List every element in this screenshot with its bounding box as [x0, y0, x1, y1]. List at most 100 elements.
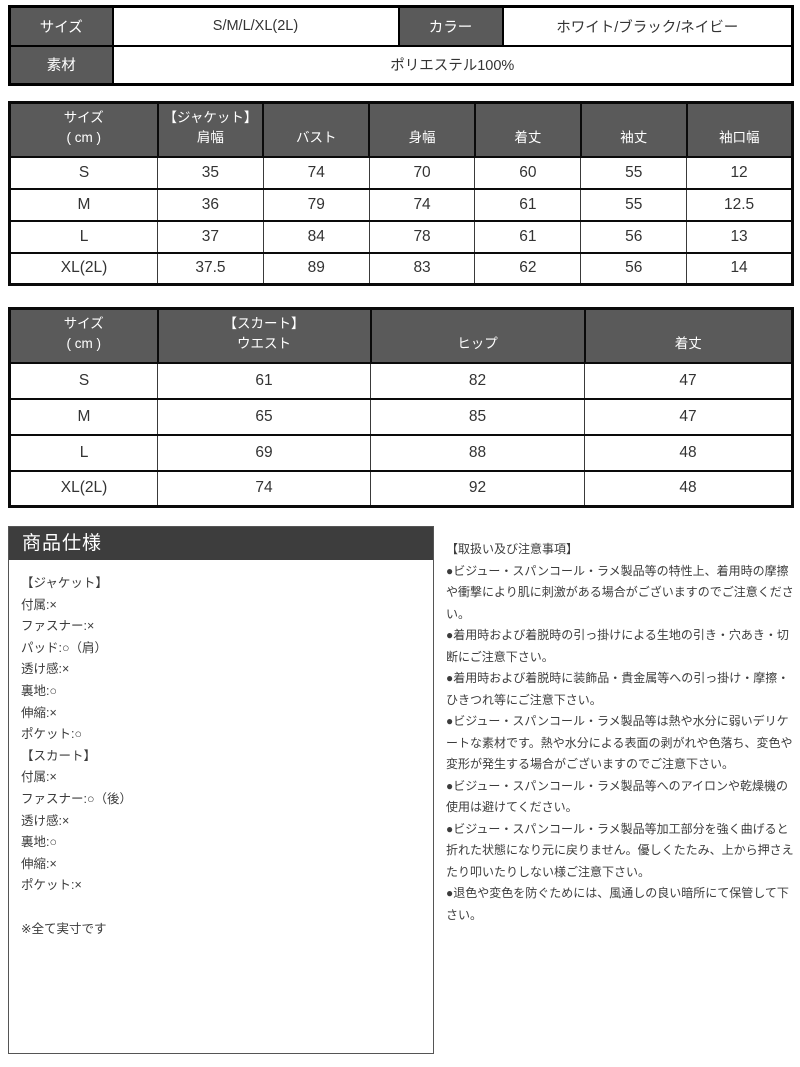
color-label: カラー [397, 5, 504, 47]
cell: 56 [580, 251, 688, 285]
cell: 74 [368, 187, 476, 221]
care-note-item: ●退色や変色を防ぐためには、風通しの良い暗所にて保管して下さい。 [446, 886, 789, 922]
table-row: M 65 85 47 [9, 397, 793, 435]
skirt-size-table: サイズ ( cm ) 【スカート】 ウエスト ヒップ 着丈 S 61 82 47… [8, 307, 794, 508]
color-value: ホワイト/ブラック/ネイビー [501, 5, 794, 47]
spec-line: ファスナー:× [21, 619, 95, 634]
cell: 14 [686, 251, 793, 285]
cell: 12 [686, 155, 793, 189]
spec-line: 透け感:× [21, 813, 70, 828]
spec-line: 透け感:× [21, 662, 70, 677]
care-note-item: ●ビジュー・スパンコール・ラメ製品等へのアイロンや乾燥機の使用は避けてください。 [446, 778, 789, 815]
bottom-section: 商品仕様 【ジャケット】 付属:× ファスナー:× パッド:○（肩） 透け感:×… [8, 526, 794, 1054]
cell: 74 [262, 155, 370, 189]
spec-line: 伸縮:× [21, 705, 57, 720]
cell: 36 [157, 187, 264, 221]
table-row: M 36 79 74 61 55 12.5 [9, 187, 793, 221]
product-spec-box: 商品仕様 【ジャケット】 付属:× ファスナー:× パッド:○（肩） 透け感:×… [8, 526, 434, 1054]
table-row: 素材 ポリエステル100% [8, 44, 794, 86]
cell: 83 [368, 251, 476, 285]
spec-line: ポケット:○ [21, 727, 83, 742]
material-value: ポリエステル100% [111, 44, 794, 86]
spec-line: 付属:× [21, 770, 57, 785]
cell: 78 [368, 219, 476, 253]
cell: 48 [584, 433, 793, 471]
table-row: L 69 88 48 [9, 433, 793, 471]
column-header-size: サイズ ( cm ) [8, 307, 159, 364]
cell: 48 [584, 469, 793, 507]
table-row: L 37 84 78 61 56 13 [9, 219, 793, 253]
care-note-item: ●着用時および着脱時の引っ掛けによる生地の引き・穴あき・切断にご注意下さい。 [446, 628, 789, 664]
spec-note: ※全て実寸です [21, 921, 107, 936]
column-header-hip: ヒップ [369, 307, 586, 364]
column-header-waist: 【スカート】 ウエスト [156, 307, 372, 364]
cell: 35 [157, 155, 264, 189]
cell: 47 [584, 397, 793, 435]
cell: 82 [370, 361, 585, 399]
size-value: S/M/L/XL(2L) [111, 5, 400, 47]
cell: 61 [157, 361, 371, 399]
cell: S [9, 361, 158, 399]
column-header-size: サイズ ( cm ) [8, 101, 159, 158]
material-label: 素材 [8, 44, 114, 86]
cell: 55 [580, 155, 688, 189]
column-header-bust: バスト [262, 101, 371, 158]
cell: 37.5 [157, 251, 264, 285]
cell: L [9, 219, 158, 253]
cell: M [9, 187, 158, 221]
cell: 88 [370, 433, 585, 471]
column-header-length: 着丈 [473, 101, 582, 158]
care-note-item: ●ビジュー・スパンコール・ラメ製品等加工部分を強く曲げると折れた状態になり元に戻… [446, 821, 794, 879]
table-row: サイズ S/M/L/XL(2L) カラー ホワイト/ブラック/ネイビー [8, 5, 794, 47]
column-header-sleeve: 袖丈 [579, 101, 688, 158]
cell: 56 [580, 219, 688, 253]
spec-line: 裏地:○ [21, 835, 58, 850]
cell: 74 [157, 469, 371, 507]
table-row: XL(2L) 74 92 48 [9, 469, 793, 507]
jacket-size-table: サイズ ( cm ) 【ジャケット】 肩幅 バスト 身幅 着丈 袖丈 袖口幅 S… [8, 101, 794, 286]
care-notes-title: 【取扱い及び注意事項】 [446, 542, 579, 556]
spec-line: 裏地:○ [21, 683, 58, 698]
spec-box-title: 商品仕様 [9, 527, 433, 560]
cell: 65 [157, 397, 371, 435]
cell: 47 [584, 361, 793, 399]
cell: 61 [474, 219, 582, 253]
table-row: S 35 74 70 60 55 12 [9, 155, 793, 189]
cell: S [9, 155, 158, 189]
cell: 69 [157, 433, 371, 471]
cell: 70 [368, 155, 476, 189]
spec-line: 【ジャケット】 [21, 576, 108, 590]
table-row: S 61 82 47 [9, 361, 793, 399]
spec-line: 伸縮:× [21, 856, 57, 871]
size-label: サイズ [8, 5, 114, 47]
spec-box-body: 【ジャケット】 付属:× ファスナー:× パッド:○（肩） 透け感:× 裏地:○… [9, 560, 433, 940]
column-header-length: 着丈 [583, 307, 794, 364]
column-header-cuff: 袖口幅 [685, 101, 794, 158]
cell: 84 [262, 219, 370, 253]
cell: 61 [474, 187, 582, 221]
cell: L [9, 433, 158, 471]
cell: 92 [370, 469, 585, 507]
cell: 79 [262, 187, 370, 221]
care-note-item: ●ビジュー・スパンコール・ラメ製品等は熱や水分に弱いデリケートな素材です。熱や水… [446, 714, 793, 771]
cell: XL(2L) [9, 469, 158, 507]
cell: 89 [262, 251, 370, 285]
column-header-body-width: 身幅 [368, 101, 476, 158]
cell: 62 [474, 251, 582, 285]
cell: M [9, 397, 158, 435]
spec-line: ポケット:× [21, 878, 82, 893]
spec-line: 【スカート】 [21, 748, 97, 763]
cell: 37 [157, 219, 264, 253]
cell: 13 [686, 219, 793, 253]
table-header-row: サイズ ( cm ) 【スカート】 ウエスト ヒップ 着丈 [8, 307, 794, 364]
care-notes: 【取扱い及び注意事項】 ●ビジュー・スパンコール・ラメ製品等の特性上、着用時の摩… [446, 526, 798, 926]
cell: XL(2L) [9, 251, 158, 285]
product-info-table: サイズ S/M/L/XL(2L) カラー ホワイト/ブラック/ネイビー 素材 ポ… [8, 5, 794, 86]
spec-line: パッド:○（肩） [21, 640, 108, 655]
care-note-item: ●ビジュー・スパンコール・ラメ製品等の特性上、着用時の摩擦や衝撃により肌に刺激が… [446, 563, 794, 621]
cell: 85 [370, 397, 585, 435]
cell: 12.5 [686, 187, 793, 221]
cell: 60 [474, 155, 582, 189]
spec-line: 付属:× [21, 597, 57, 612]
